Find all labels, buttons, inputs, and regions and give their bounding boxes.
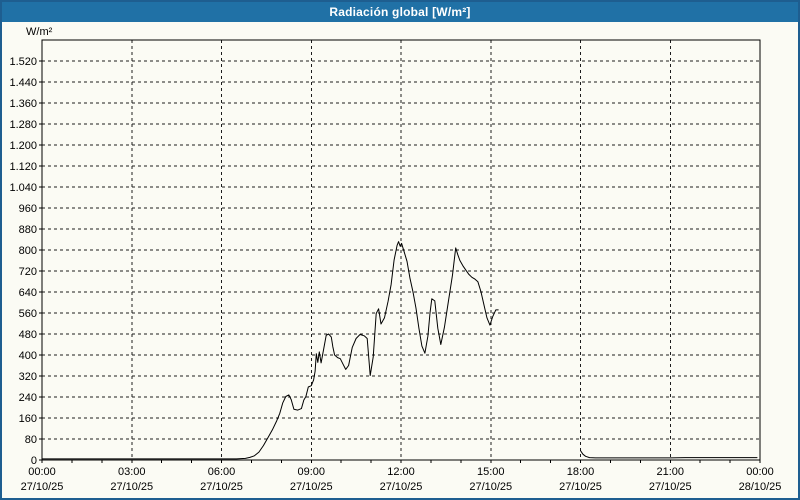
chart-title: Radiación global [W/m²] xyxy=(329,5,471,19)
y-tick-label: 880 xyxy=(19,224,37,236)
x-tick-time-label: 00:00 xyxy=(28,466,56,478)
y-tick-label: 480 xyxy=(19,329,37,341)
y-tick-label: 1.120 xyxy=(9,161,37,173)
y-tick-label: 1.520 xyxy=(9,56,37,68)
y-tick-label: 320 xyxy=(19,371,37,383)
x-tick-time-label: 00:00 xyxy=(746,466,774,478)
chart-area: 0 80 160 240 320 400 480 560 640 720 800 880 960 1.04… xyxy=(2,22,798,496)
y-tick-label: 720 xyxy=(19,266,37,278)
x-tick-date-label: 28/10/25 xyxy=(739,481,782,493)
x-tick-time-label: 09:00 xyxy=(297,466,325,478)
y-tick-label: 1.040 xyxy=(9,182,37,194)
y-tick-label: 1.360 xyxy=(9,98,37,110)
radiation-series-line xyxy=(580,450,758,459)
y-tick-label: 0 xyxy=(31,455,37,467)
x-tick-date-label: 27/10/25 xyxy=(290,481,333,493)
y-tick-label: 800 xyxy=(19,245,37,257)
x-tick-date-label: 27/10/25 xyxy=(559,481,602,493)
y-tick-label: 560 xyxy=(19,308,37,320)
x-tick-time-label: 03:00 xyxy=(118,466,146,478)
x-tick-time-label: 15:00 xyxy=(477,466,505,478)
radiation-series-line xyxy=(41,241,499,460)
x-tick-date-label: 27/10/25 xyxy=(21,481,64,493)
y-tick-label: 400 xyxy=(19,350,37,362)
radiation-line-chart: 0 80 160 240 320 400 480 560 640 720 800 880 960 1.04… xyxy=(9,26,782,493)
x-tick-date-label: 27/10/25 xyxy=(649,481,692,493)
x-tick-date-label: 27/10/25 xyxy=(110,481,153,493)
y-tick-label: 960 xyxy=(19,203,37,215)
chart-title-bar: Radiación global [W/m²] xyxy=(2,2,798,22)
x-tick-date-label: 27/10/25 xyxy=(469,481,512,493)
y-tick-label: 1.200 xyxy=(9,140,37,152)
y-tick-label: 1.280 xyxy=(9,119,37,131)
y-tick-label: 640 xyxy=(19,287,37,299)
x-tick-date-label: 27/10/25 xyxy=(380,481,423,493)
x-tick-time-label: 18:00 xyxy=(567,466,595,478)
y-tick-label: 160 xyxy=(19,413,37,425)
x-tick-time-label: 21:00 xyxy=(656,466,684,478)
y-axis-unit-label: W/m² xyxy=(26,26,53,38)
x-tick-date-label: 27/10/25 xyxy=(200,481,243,493)
x-tick-time-label: 06:00 xyxy=(208,466,236,478)
x-tick-time-label: 12:00 xyxy=(387,466,415,478)
y-tick-label: 80 xyxy=(25,434,37,446)
y-tick-label: 1.440 xyxy=(9,77,37,89)
y-tick-label: 240 xyxy=(19,392,37,404)
